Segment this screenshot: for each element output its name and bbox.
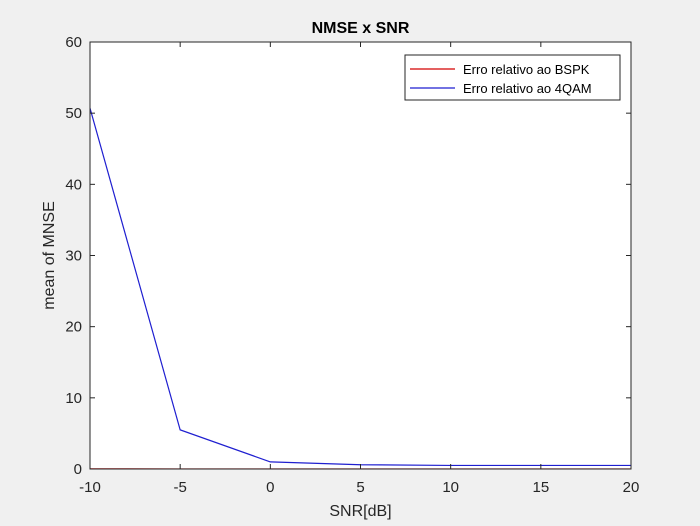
y-tick-label: 0 [74,461,82,478]
y-tick-label: 20 [65,319,82,336]
x-tick-label: 20 [623,479,640,496]
x-tick-label: 0 [266,479,274,496]
legend-label-bspk: Erro relativo ao BSPK [463,62,590,77]
x-axis-label: SNR[dB] [329,503,391,520]
y-tick-label: 10 [65,390,82,407]
legend: Erro relativo ao BSPK Erro relativo ao 4… [404,54,621,101]
y-tick-label: 50 [65,105,82,122]
x-tick-label: 15 [532,479,549,496]
legend-label-4qam: Erro relativo ao 4QAM [463,81,592,96]
y-tick-label: 30 [65,248,82,265]
y-tick-label: 40 [65,176,82,193]
y-tick-label: 60 [65,34,82,51]
y-axis-label: mean of MNSE [41,201,58,309]
x-tick-label: 10 [442,479,459,496]
plot-area [90,42,631,469]
ticks-layer: -10 -5 0 5 10 15 20 0 10 20 30 40 50 60 [65,34,639,496]
chart-title: NMSE x SNR [312,20,410,37]
x-tick-label: -10 [79,479,101,496]
x-tick-label: -5 [173,479,186,496]
legend-box [404,54,621,101]
x-tick-label: 5 [356,479,364,496]
